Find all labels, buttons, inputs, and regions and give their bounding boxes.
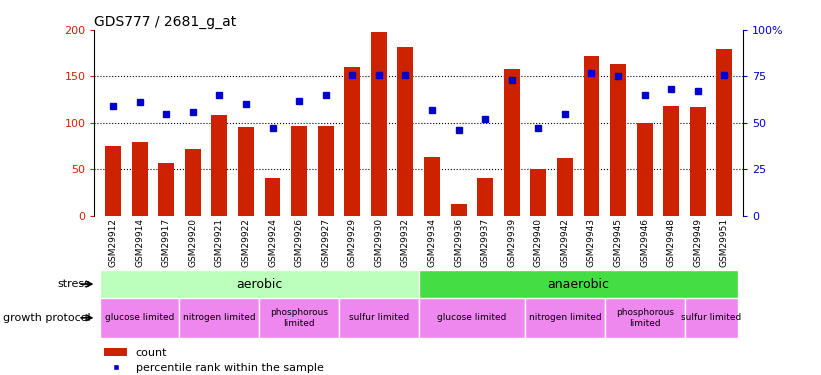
Text: GSM29912: GSM29912 bbox=[108, 218, 117, 267]
Text: GSM29932: GSM29932 bbox=[401, 218, 410, 267]
Text: anaerobic: anaerobic bbox=[548, 278, 609, 291]
Text: phosphorous
limited: phosphorous limited bbox=[270, 308, 328, 327]
Bar bbox=[131, 142, 148, 216]
Text: sulfur limited: sulfur limited bbox=[349, 314, 409, 322]
Text: GDS777 / 2681_g_at: GDS777 / 2681_g_at bbox=[94, 15, 236, 29]
Text: GSM29949: GSM29949 bbox=[693, 218, 702, 267]
Bar bbox=[636, 123, 653, 216]
Bar bbox=[344, 67, 360, 216]
Text: GSM29924: GSM29924 bbox=[268, 218, 277, 267]
Bar bbox=[264, 178, 281, 216]
Bar bbox=[318, 126, 333, 216]
Text: GSM29936: GSM29936 bbox=[454, 218, 463, 267]
Bar bbox=[238, 128, 254, 216]
Text: GSM29943: GSM29943 bbox=[587, 218, 596, 267]
Text: GSM29921: GSM29921 bbox=[215, 218, 224, 267]
Bar bbox=[584, 56, 599, 216]
Text: stress: stress bbox=[57, 279, 90, 289]
Text: GSM29948: GSM29948 bbox=[667, 218, 676, 267]
Bar bbox=[504, 69, 520, 216]
Text: sulfur limited: sulfur limited bbox=[681, 314, 741, 322]
Bar bbox=[259, 298, 339, 338]
Bar bbox=[477, 178, 493, 216]
Text: nitrogen limited: nitrogen limited bbox=[183, 314, 255, 322]
Bar bbox=[158, 163, 174, 216]
Bar bbox=[397, 47, 414, 216]
Bar bbox=[690, 107, 706, 216]
Text: GSM29929: GSM29929 bbox=[348, 218, 357, 267]
Bar bbox=[424, 157, 440, 216]
Text: GSM29937: GSM29937 bbox=[480, 218, 489, 267]
Bar bbox=[419, 298, 525, 338]
Bar bbox=[99, 298, 180, 338]
Bar bbox=[530, 169, 546, 216]
Text: GSM29914: GSM29914 bbox=[135, 218, 144, 267]
Bar bbox=[557, 158, 573, 216]
Bar bbox=[451, 204, 466, 216]
Bar bbox=[99, 270, 419, 298]
Text: GSM29942: GSM29942 bbox=[561, 218, 570, 267]
Text: GSM29926: GSM29926 bbox=[295, 218, 304, 267]
Legend: count, percentile rank within the sample: count, percentile rank within the sample bbox=[100, 343, 328, 375]
Text: GSM29951: GSM29951 bbox=[720, 218, 729, 267]
Bar bbox=[105, 146, 121, 216]
Text: GSM29939: GSM29939 bbox=[507, 218, 516, 267]
Text: growth protocol: growth protocol bbox=[2, 313, 90, 323]
Text: GSM29917: GSM29917 bbox=[162, 218, 171, 267]
Bar bbox=[185, 149, 201, 216]
Bar bbox=[211, 116, 227, 216]
Text: GSM29927: GSM29927 bbox=[321, 218, 330, 267]
Bar bbox=[605, 298, 685, 338]
Text: GSM29930: GSM29930 bbox=[374, 218, 383, 267]
Bar bbox=[685, 298, 738, 338]
Text: GSM29922: GSM29922 bbox=[241, 218, 250, 267]
Bar bbox=[717, 48, 732, 216]
Bar bbox=[525, 298, 605, 338]
Text: GSM29920: GSM29920 bbox=[188, 218, 197, 267]
Bar bbox=[610, 64, 626, 216]
Bar bbox=[663, 106, 679, 216]
Bar bbox=[339, 298, 419, 338]
Text: glucose limited: glucose limited bbox=[438, 314, 507, 322]
Bar bbox=[291, 126, 307, 216]
Text: GSM29934: GSM29934 bbox=[428, 218, 437, 267]
Bar bbox=[371, 32, 387, 216]
Text: aerobic: aerobic bbox=[236, 278, 282, 291]
Text: GSM29945: GSM29945 bbox=[613, 218, 622, 267]
Text: GSM29940: GSM29940 bbox=[534, 218, 543, 267]
Text: phosphorous
limited: phosphorous limited bbox=[616, 308, 674, 327]
Text: glucose limited: glucose limited bbox=[105, 314, 174, 322]
Bar bbox=[419, 270, 738, 298]
Text: nitrogen limited: nitrogen limited bbox=[529, 314, 601, 322]
Text: GSM29946: GSM29946 bbox=[640, 218, 649, 267]
Bar bbox=[180, 298, 259, 338]
